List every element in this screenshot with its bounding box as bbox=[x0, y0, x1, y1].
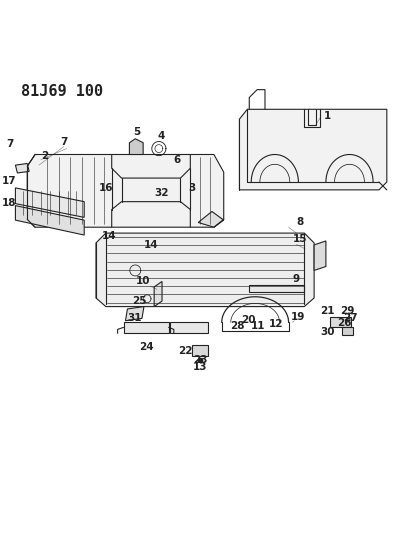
Text: 5: 5 bbox=[133, 127, 140, 137]
Text: 15: 15 bbox=[292, 235, 307, 245]
Text: 11: 11 bbox=[251, 321, 266, 332]
Polygon shape bbox=[198, 212, 224, 227]
Text: 23: 23 bbox=[193, 355, 207, 365]
Text: 28: 28 bbox=[230, 320, 245, 330]
Text: 10: 10 bbox=[136, 276, 150, 286]
Text: 31: 31 bbox=[127, 313, 142, 322]
Text: 19: 19 bbox=[290, 311, 305, 321]
Text: 20: 20 bbox=[241, 316, 256, 326]
Text: 6: 6 bbox=[173, 156, 180, 166]
Text: 9: 9 bbox=[293, 274, 300, 284]
Polygon shape bbox=[16, 188, 84, 217]
Polygon shape bbox=[129, 139, 143, 155]
Polygon shape bbox=[249, 285, 304, 292]
Text: 14: 14 bbox=[144, 240, 158, 250]
Text: 18: 18 bbox=[2, 198, 17, 207]
Text: 24: 24 bbox=[139, 342, 154, 352]
Text: 7: 7 bbox=[60, 136, 68, 147]
Polygon shape bbox=[16, 164, 29, 173]
Text: 7: 7 bbox=[6, 139, 13, 149]
Polygon shape bbox=[154, 281, 162, 306]
Polygon shape bbox=[16, 206, 84, 235]
Text: 29: 29 bbox=[340, 306, 355, 316]
Text: 17: 17 bbox=[2, 175, 17, 185]
Polygon shape bbox=[27, 155, 224, 227]
Text: 1: 1 bbox=[324, 111, 332, 121]
Text: 22: 22 bbox=[178, 346, 193, 356]
Text: 4: 4 bbox=[157, 131, 164, 141]
Text: 14: 14 bbox=[102, 231, 116, 241]
Text: 32: 32 bbox=[155, 188, 169, 198]
Text: 16: 16 bbox=[98, 183, 113, 193]
Text: 25: 25 bbox=[132, 296, 146, 306]
Polygon shape bbox=[126, 306, 144, 321]
Text: 30: 30 bbox=[320, 327, 334, 337]
Text: 21: 21 bbox=[320, 306, 334, 316]
Text: 12: 12 bbox=[269, 319, 284, 329]
Text: 13: 13 bbox=[193, 362, 207, 372]
Polygon shape bbox=[330, 317, 351, 327]
Text: 8: 8 bbox=[296, 217, 303, 227]
Polygon shape bbox=[314, 241, 326, 270]
Polygon shape bbox=[192, 345, 208, 356]
Polygon shape bbox=[240, 109, 387, 190]
Text: 81J69 100: 81J69 100 bbox=[21, 84, 104, 99]
Text: 2: 2 bbox=[41, 151, 48, 161]
Text: 26: 26 bbox=[337, 318, 352, 328]
Polygon shape bbox=[342, 327, 354, 335]
Text: 3: 3 bbox=[189, 183, 196, 192]
Text: 27: 27 bbox=[344, 313, 358, 322]
Polygon shape bbox=[170, 322, 208, 333]
Polygon shape bbox=[96, 233, 314, 306]
Polygon shape bbox=[124, 321, 169, 333]
